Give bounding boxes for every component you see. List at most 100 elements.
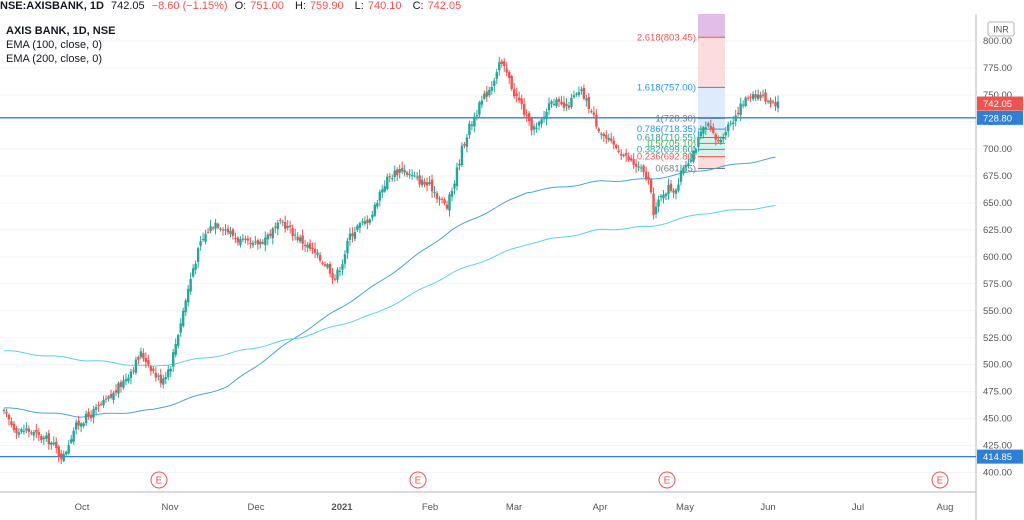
- candle-body: [328, 264, 332, 274]
- chart-grid: [0, 14, 977, 520]
- candle-body: [74, 422, 78, 430]
- candle-body: [316, 252, 319, 256]
- fib-level-label: 0.786(718.35): [637, 124, 696, 135]
- earnings-icon[interactable]: [931, 471, 949, 489]
- candle-body: [453, 183, 456, 189]
- candle-body: [602, 133, 605, 137]
- symbol-name[interactable]: NSE:AXISBANK, 1D: [0, 0, 104, 12]
- candle-body: [291, 228, 294, 236]
- candle-body: [99, 404, 103, 406]
- candle-body: [739, 103, 742, 115]
- candle-body: [532, 126, 536, 130]
- candle-body: [495, 72, 498, 79]
- candle-body: [42, 437, 46, 440]
- candle-body: [276, 222, 279, 230]
- candle-body: [751, 93, 755, 100]
- candle-body: [371, 214, 374, 218]
- candle-body: [761, 94, 765, 96]
- candle-body: [622, 155, 625, 157]
- candle-body: [510, 75, 513, 90]
- candle-body: [642, 165, 645, 173]
- candle-body: [82, 423, 85, 426]
- candle-body: [458, 163, 461, 166]
- time-axis[interactable]: Oct Nov Dec 2021 Feb Mar Apr May Jun Jul Aug: [75, 502, 954, 513]
- candle-body: [30, 432, 33, 434]
- candle-body: [600, 133, 603, 135]
- candle-body: [281, 221, 284, 223]
- candle-body: [376, 202, 379, 207]
- candle-body: [520, 98, 523, 105]
- legend-ema100[interactable]: EMA (100, close, 0): [6, 39, 102, 51]
- earnings-icon[interactable]: [150, 471, 168, 489]
- legend-ema200[interactable]: EMA (200, close, 0): [6, 53, 102, 65]
- fibonacci-extension[interactable]: 2.618(803.45) 1.618(757.00) 1(728.30)0.786…: [637, 14, 725, 174]
- candle-body: [142, 353, 145, 359]
- candle-body: [433, 192, 436, 194]
- candle-body: [2, 409, 6, 412]
- candle-body: [702, 127, 705, 134]
- x-tick-label: Nov: [162, 502, 179, 513]
- fib-zone: [698, 129, 725, 138]
- candle-body: [717, 140, 720, 142]
- y-tick-label: 625.00: [983, 225, 1012, 236]
- fib-zone: [698, 143, 725, 150]
- candle-body: [503, 61, 506, 66]
- price-chart[interactable]: 2.618(803.45) 1.618(757.00) 1(728.30)0.786…: [0, 14, 1024, 520]
- candle-body: [580, 89, 583, 91]
- candle-body: [505, 68, 508, 73]
- candle-body: [585, 98, 588, 101]
- candle-body: [15, 428, 18, 434]
- candle-body: [301, 235, 304, 244]
- candle-body: [741, 104, 745, 106]
- candle-body: [97, 405, 100, 407]
- low-value: 740.10: [367, 0, 402, 12]
- candle-body: [632, 159, 635, 165]
- candle-body: [132, 370, 135, 372]
- fib-zone: [698, 87, 725, 119]
- candle-body: [219, 228, 222, 230]
- candle-body: [346, 240, 349, 254]
- price-tag-label: 414.85: [983, 452, 1012, 463]
- candle-body: [366, 219, 369, 223]
- candle-body: [493, 80, 496, 86]
- candle-body: [336, 269, 339, 280]
- candle-body: [597, 128, 601, 132]
- close-label: C:: [412, 0, 424, 12]
- horizontal-lines[interactable]: [0, 117, 976, 458]
- candle-body: [764, 92, 767, 102]
- candle-body: [540, 119, 543, 124]
- candle-body: [333, 278, 337, 280]
- earnings-icon[interactable]: [409, 471, 427, 489]
- candle-body: [652, 193, 655, 216]
- candle-body: [112, 392, 115, 400]
- candle-body: [10, 421, 13, 425]
- candle-body: [759, 94, 762, 98]
- earnings-label: E: [937, 476, 944, 487]
- candle-body: [104, 398, 108, 400]
- y-tick-label: 400.00: [983, 468, 1012, 479]
- candle-body: [572, 95, 576, 98]
- candle-body: [669, 183, 673, 191]
- candle-body: [610, 138, 613, 141]
- candle-body: [189, 278, 192, 292]
- y-tick-label: 500.00: [983, 360, 1012, 371]
- candle-body: [157, 375, 160, 377]
- fib-level-label: 1.618(757.00): [637, 82, 696, 93]
- currency-button[interactable]: [987, 21, 1015, 37]
- candle-body: [69, 439, 73, 443]
- fib-level-label: 0.5(705.10): [647, 138, 696, 149]
- candle-body: [657, 199, 660, 207]
- candle-body: [714, 134, 717, 140]
- candle-body: [55, 441, 58, 449]
- candle-body: [547, 103, 551, 111]
- earnings-label: E: [415, 476, 422, 487]
- candle-body: [181, 310, 185, 327]
- y-tick-label: 775.00: [983, 63, 1012, 74]
- candle-body: [687, 163, 690, 167]
- candle-body: [119, 382, 123, 387]
- earnings-icon[interactable]: [658, 471, 676, 489]
- price-axis[interactable]: 400.00 425.00 450.00 475.00 500.00 525.00 550.…: [977, 21, 1023, 479]
- candle-body: [147, 359, 150, 365]
- candle-body: [659, 195, 663, 198]
